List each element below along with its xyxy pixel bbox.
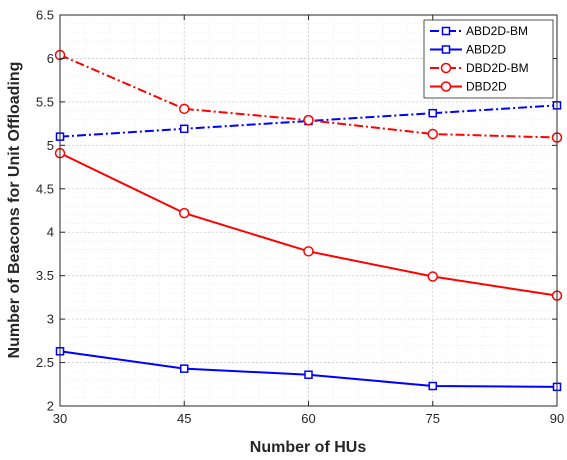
x-tick-label: 60 bbox=[301, 411, 315, 426]
y-tick-label: 6 bbox=[47, 51, 54, 66]
data-point bbox=[427, 271, 438, 282]
data-point bbox=[427, 128, 438, 140]
legend-label: DBD2D-BM bbox=[466, 61, 529, 75]
legend-label: DBD2D bbox=[466, 80, 507, 94]
data-point bbox=[304, 370, 313, 379]
legend-marker bbox=[440, 81, 452, 92]
legend-marker bbox=[440, 62, 452, 74]
x-tick-label: 30 bbox=[53, 411, 67, 426]
data-point bbox=[428, 381, 437, 391]
data-point bbox=[303, 114, 314, 126]
data-point bbox=[180, 364, 189, 373]
y-tick-label: 5.5 bbox=[36, 94, 54, 109]
data-point bbox=[303, 246, 314, 257]
data-point bbox=[179, 103, 190, 115]
legend-marker bbox=[441, 26, 451, 36]
axis-ticks bbox=[59, 14, 558, 407]
legend-label: ABD2D-BM bbox=[466, 24, 528, 38]
y-tick-label: 3 bbox=[47, 312, 54, 327]
data-point bbox=[428, 108, 437, 118]
y-tick-label: 4.5 bbox=[36, 181, 54, 196]
legend: ABD2D-BM ABD2D DBD2D-BM DBD2D bbox=[423, 19, 554, 99]
y-tick-label: 3.5 bbox=[36, 268, 54, 283]
y-tick-label: 4 bbox=[47, 225, 54, 240]
y-tick-label: 6.5 bbox=[36, 8, 54, 23]
data-point bbox=[179, 207, 190, 219]
data-point bbox=[180, 124, 189, 134]
y-axis-title: Number of Beacons for Unit Offloading bbox=[6, 62, 23, 359]
series-layer bbox=[54, 49, 563, 392]
y-tick-label: 2.5 bbox=[36, 355, 54, 370]
x-tick-label: 75 bbox=[426, 411, 440, 426]
legend-marker bbox=[441, 45, 451, 54]
y-tick-label: 2 bbox=[47, 399, 54, 414]
series-line bbox=[59, 104, 558, 138]
legend-label: ABD2D bbox=[466, 43, 506, 57]
x-axis-title: Number of HUs bbox=[250, 439, 367, 456]
y-tick-label: 5 bbox=[47, 138, 54, 153]
x-tick-label: 90 bbox=[550, 411, 564, 426]
x-tick-label: 45 bbox=[177, 411, 191, 426]
tick-labels: 2 2.5 3 3.5 4 4.5 5 5.5 6 6.5 30 45 60 75 90 bbox=[36, 8, 564, 427]
